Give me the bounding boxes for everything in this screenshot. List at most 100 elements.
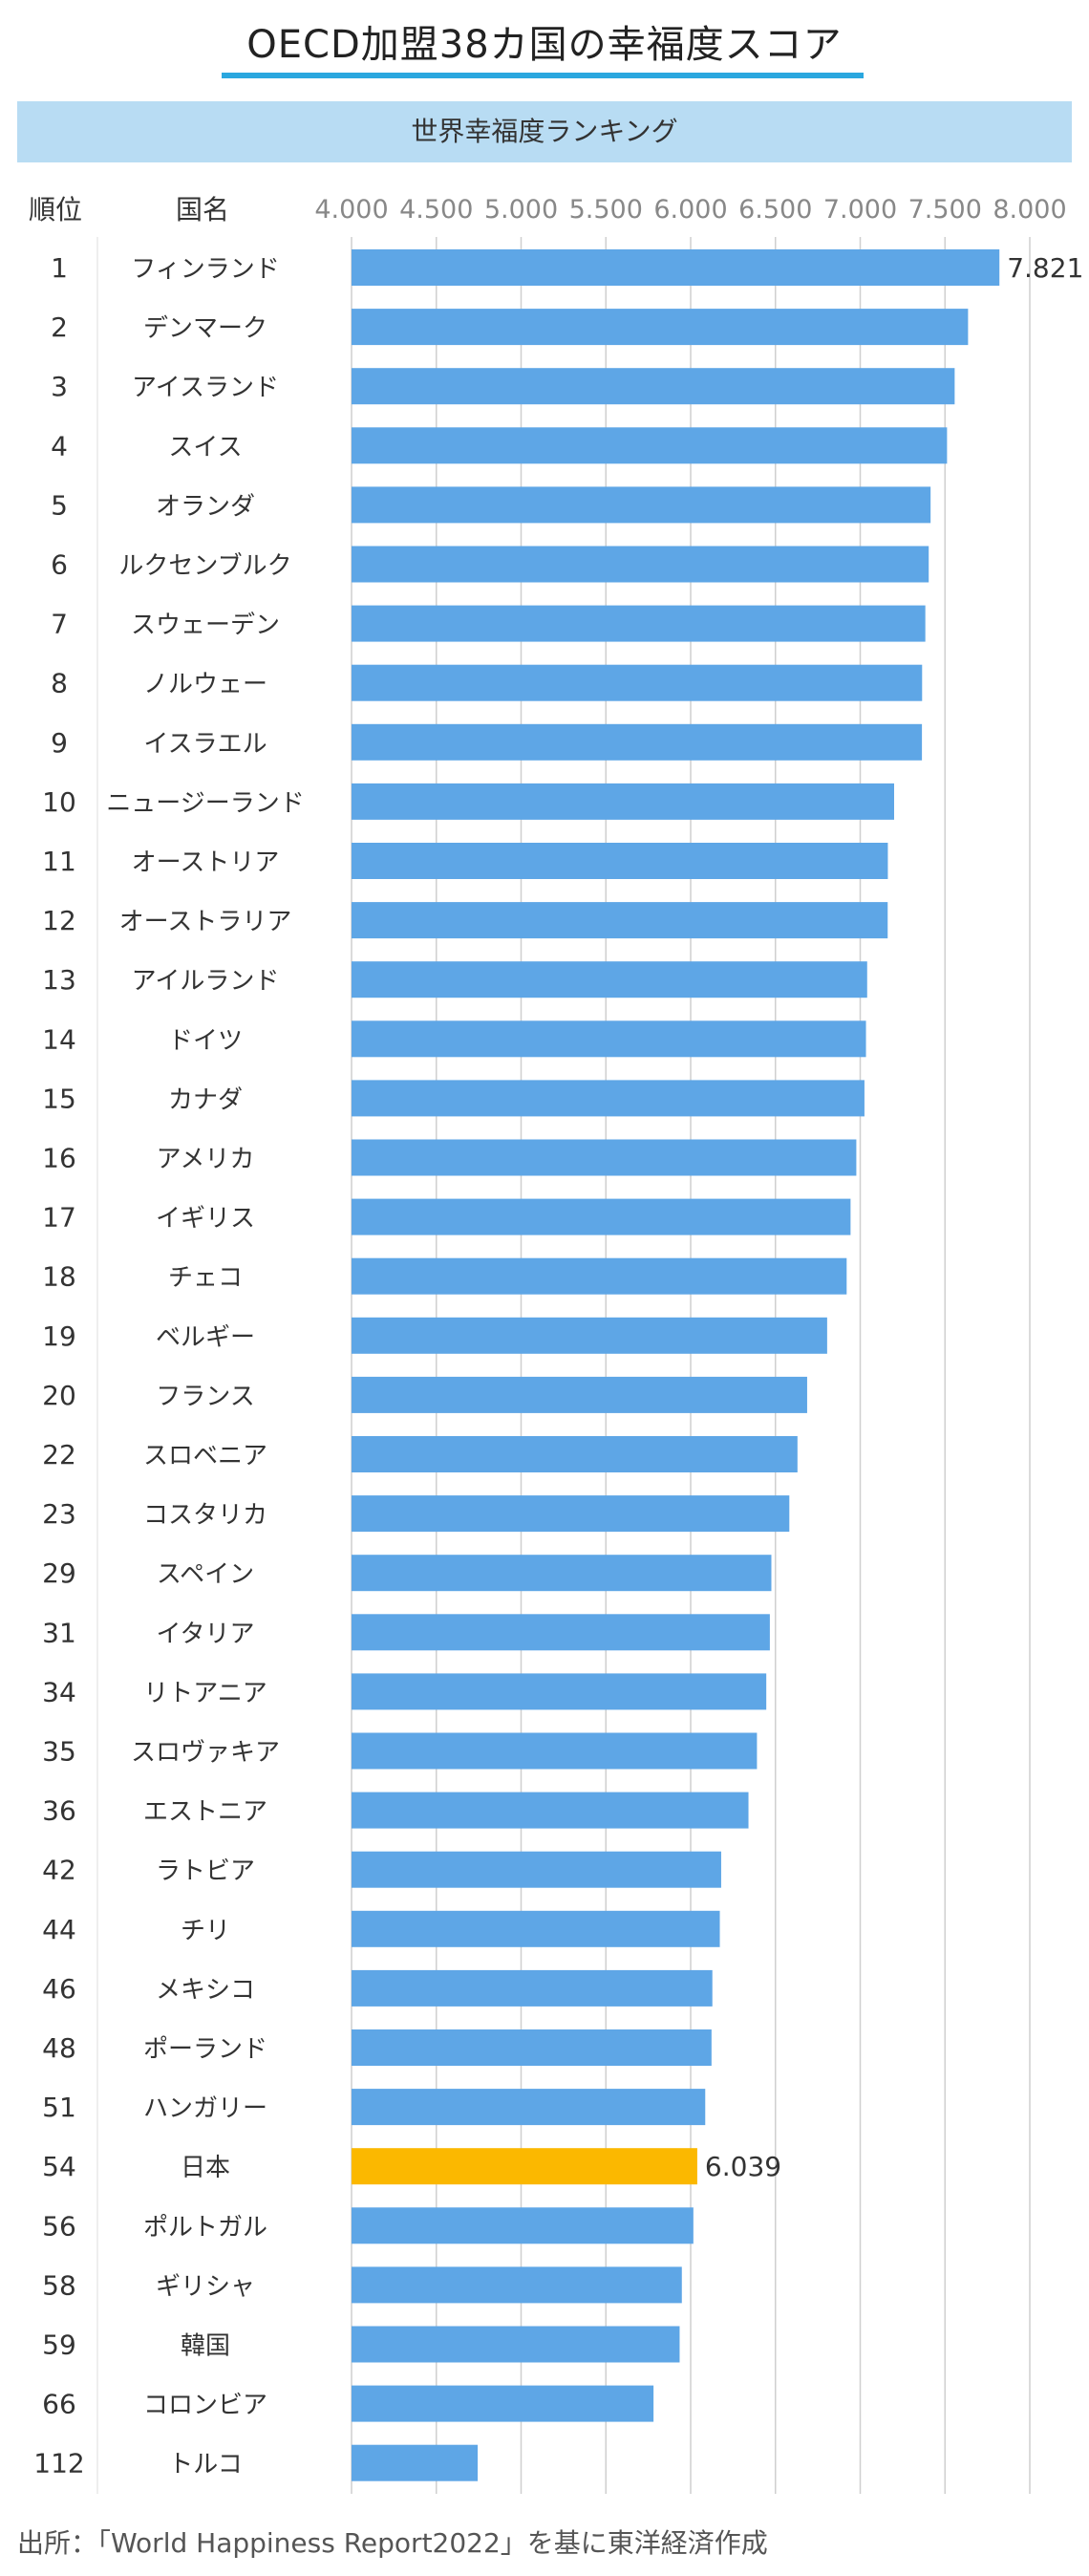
x-tick-label: 4.500	[399, 195, 473, 225]
rank-label: 19	[42, 1320, 76, 1352]
category-label: スロベニア	[143, 1442, 267, 1470]
rank-label: 112	[33, 2448, 84, 2479]
bar	[352, 1317, 827, 1354]
rank-label: 3	[51, 371, 68, 402]
category-label: フィンランド	[131, 255, 279, 284]
category-label: スロヴァキア	[131, 1739, 280, 1768]
category-label: ドイツ	[168, 1026, 243, 1055]
bar	[352, 605, 926, 642]
data-label: 6.039	[705, 2151, 781, 2182]
bar	[352, 2326, 680, 2363]
rank-label: 12	[42, 905, 76, 936]
bar	[352, 664, 923, 701]
rank-label: 16	[42, 1143, 76, 1174]
rank-label: 66	[42, 2389, 76, 2420]
bar	[352, 843, 888, 879]
category-label: オランダ	[156, 492, 255, 521]
bar	[352, 1910, 720, 1947]
bar	[352, 1436, 798, 1472]
bar	[352, 2207, 694, 2244]
category-label: デンマーク	[143, 314, 267, 343]
category-label: ルクセンブルク	[118, 552, 291, 581]
x-tick-label: 5.000	[484, 195, 558, 225]
category-label: リトアニア	[143, 1679, 267, 1707]
category-label: ニュージーランド	[106, 789, 304, 818]
category-label: オーストラリア	[119, 908, 292, 936]
category-label: ポルトガル	[143, 2213, 267, 2242]
x-tick-label: 6.000	[653, 195, 727, 225]
bar	[352, 309, 969, 346]
rank-label: 29	[42, 1557, 76, 1589]
category-label: スイス	[168, 433, 242, 462]
bar	[352, 2444, 479, 2481]
bar	[352, 783, 894, 820]
rank-label: 5	[51, 489, 68, 521]
rank-label: 4	[51, 430, 68, 462]
category-label: チェコ	[168, 1264, 243, 1293]
x-tick-label: 6.500	[738, 195, 812, 225]
bar	[352, 1020, 866, 1058]
rank-label: 15	[42, 1083, 76, 1114]
category-label: イギリス	[156, 1205, 255, 1234]
bar	[352, 1969, 713, 2007]
category-label: オーストリア	[132, 848, 280, 877]
bar	[352, 249, 1000, 286]
category-label: ノルウェー	[143, 671, 267, 699]
bar	[352, 2089, 706, 2126]
rank-label: 1	[51, 252, 68, 284]
bar	[352, 1614, 770, 1651]
bar	[352, 961, 867, 998]
category-label: アメリカ	[157, 1146, 255, 1174]
bar	[352, 2029, 712, 2066]
category-label: 韓国	[181, 2332, 230, 2361]
rank-label: 58	[42, 2269, 76, 2301]
rank-label: 22	[42, 1439, 76, 1470]
rank-label: 44	[42, 1914, 76, 1945]
category-label: コスタリカ	[143, 1501, 267, 1530]
bar	[352, 2266, 682, 2304]
chart-subtitle: 世界幸福度ランキング	[17, 101, 1072, 162]
bar	[352, 546, 929, 583]
category-label: メキシコ	[156, 1976, 255, 2005]
chart-title: OECD加盟38カ国の幸福度スコア	[246, 23, 843, 67]
category-label: ベルギー	[156, 1323, 255, 1352]
rank-label: 8	[51, 668, 68, 699]
category-label: エストニア	[143, 1798, 267, 1827]
category-label: ラトビア	[156, 1857, 255, 1886]
bar	[352, 1732, 758, 1770]
rank-label: 36	[42, 1795, 76, 1827]
bar	[352, 1555, 772, 1592]
bar	[352, 368, 955, 405]
x-tick-label: 7.500	[908, 195, 982, 225]
x-tick-label: 8.000	[993, 195, 1066, 225]
rank-label: 6	[51, 549, 68, 581]
rank-label: 2	[51, 311, 68, 343]
rank-label: 31	[42, 1617, 76, 1648]
bar	[352, 2385, 654, 2422]
bar	[352, 1198, 851, 1235]
rank-label: 11	[42, 846, 76, 877]
rank-label: 10	[42, 786, 76, 818]
x-tick-label: 5.500	[569, 195, 643, 225]
bar	[352, 902, 888, 939]
rank-label: 59	[42, 2329, 76, 2361]
category-label: スウェーデン	[131, 612, 280, 640]
x-tick-label: 7.000	[823, 195, 897, 225]
bar	[352, 427, 948, 464]
category-label: ポーランド	[143, 2035, 267, 2064]
data-label: 7.821	[1007, 252, 1083, 284]
rank-label: 51	[42, 2092, 76, 2123]
rank-label: 35	[42, 1736, 76, 1768]
bar	[352, 2148, 697, 2185]
bar	[352, 1257, 847, 1295]
rank-label: 56	[42, 2210, 76, 2242]
title-underline	[222, 73, 864, 78]
category-label: ギリシャ	[156, 2272, 255, 2301]
bar	[352, 1495, 790, 1533]
rank-label: 23	[42, 1498, 76, 1530]
rank-label: 34	[42, 1676, 76, 1707]
category-label: スペイン	[157, 1560, 254, 1589]
bar	[352, 723, 923, 761]
rank-label: 54	[42, 2151, 76, 2182]
